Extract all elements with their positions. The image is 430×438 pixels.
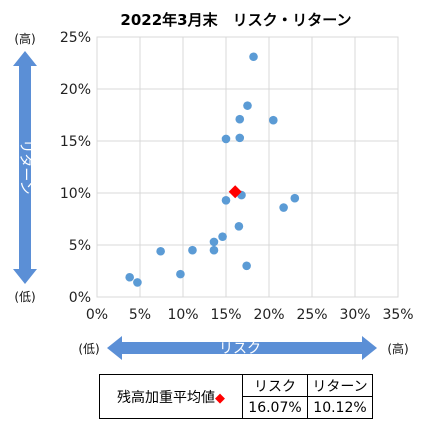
summary-header-row: 残高加重平均値◆ リスク リターン	[99, 374, 373, 419]
summary-label: 残高加重平均値	[117, 389, 215, 406]
x-tick-label: 35%	[382, 307, 413, 323]
data-point	[221, 195, 231, 205]
x-tick-label: 5%	[129, 307, 151, 323]
data-point	[209, 245, 219, 255]
weighted-average-point	[228, 185, 242, 199]
plot-area	[96, 36, 399, 298]
y-tick-labels: 0% 5% 10% 15% 20% 25%	[60, 30, 91, 306]
x-tick-label: 10%	[167, 307, 198, 323]
y-tick-label: 15%	[60, 134, 91, 150]
x-high-label: (高)	[387, 341, 408, 356]
data-point	[188, 245, 197, 255]
data-point	[125, 272, 134, 282]
red-diamond-icon: ◆	[215, 390, 225, 406]
data-point	[279, 203, 288, 212]
x-tick-label: 20%	[253, 307, 284, 323]
x-axis-label: リスク	[219, 341, 261, 357]
data-point	[218, 232, 227, 241]
data-point	[269, 115, 278, 125]
y-tick-label: 10%	[60, 186, 91, 202]
data-points	[125, 52, 300, 287]
summary-header-return: リターン	[307, 374, 373, 397]
x-tick-label: 0%	[86, 307, 108, 323]
y-tick-label: 25%	[60, 30, 91, 46]
summary-value-risk: 16.07%	[242, 396, 308, 419]
summary-header-risk: リスク	[242, 374, 308, 397]
summary-value-row: 16.07% 10.12%	[100, 396, 373, 419]
y-tick-label: 5%	[69, 238, 91, 254]
x-tick-label: 15%	[210, 307, 241, 323]
chart-title: 2022年3月末 リスク・リターン	[120, 11, 351, 29]
x-tick-label: 25%	[296, 307, 327, 323]
data-point	[243, 101, 252, 110]
summary-table: 残高加重平均値◆ リスク リターン 16.07% 10.12%	[99, 374, 373, 419]
gridlines	[96, 36, 399, 298]
y-high-label: (高)	[14, 31, 35, 46]
x-tick-labels: 0% 5% 10% 15% 20% 25% 30% 35%	[86, 307, 414, 323]
data-point	[249, 52, 258, 62]
data-point	[221, 134, 231, 144]
x-axis-arrow	[107, 336, 377, 360]
x-tick-label: 30%	[339, 307, 370, 323]
y-tick-label: 20%	[60, 82, 91, 98]
data-point	[133, 278, 142, 287]
data-point	[176, 269, 185, 279]
weighted-average-marker	[228, 185, 242, 199]
data-point	[242, 261, 251, 271]
summary-label-cell: 残高加重平均値◆	[99, 374, 243, 419]
y-low-label: (低)	[14, 290, 35, 304]
y-axis-label: リターン	[17, 139, 33, 194]
summary-value-return: 10.12%	[307, 396, 373, 419]
data-point	[234, 221, 244, 231]
y-tick-label: 0%	[69, 290, 91, 306]
data-point	[235, 133, 245, 143]
data-point	[156, 246, 165, 256]
y-axis-arrow	[13, 51, 37, 284]
data-point	[209, 237, 219, 247]
data-point	[235, 114, 245, 124]
x-low-label: (低)	[78, 342, 99, 356]
data-point	[290, 193, 300, 203]
